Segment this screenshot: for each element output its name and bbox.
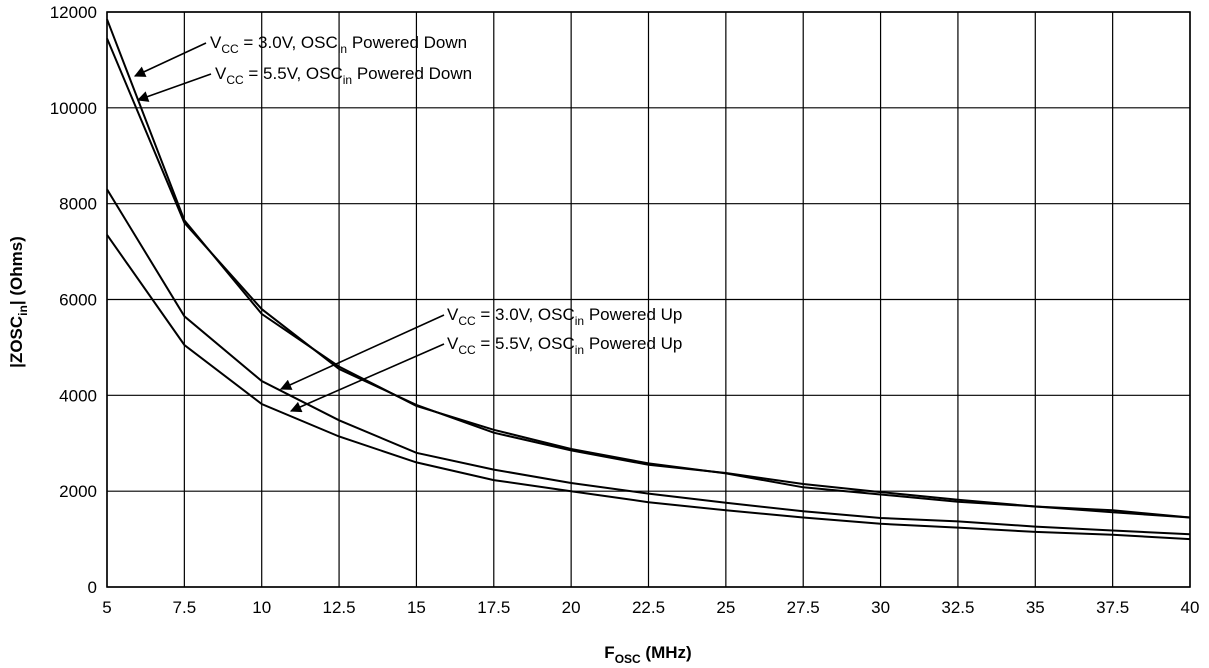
series-label-part: Powered Down (352, 64, 472, 83)
y-tick-label: 4000 (59, 386, 97, 405)
y-tick-label: 6000 (59, 291, 97, 310)
x-tick-label: 12.5 (323, 598, 356, 617)
annotation-arrow-1 (133, 42, 207, 77)
x-axis-title: FOSC (MHz) (604, 643, 691, 666)
series-label-part: V (210, 33, 222, 52)
series-label-part: in (338, 42, 347, 56)
x-tick-label: 10 (252, 598, 271, 617)
x-tick-label: 7.5 (173, 598, 197, 617)
series-lines (106, 18, 1191, 541)
annotation-arrow-4 (289, 343, 445, 413)
y-axis-title-sub: in (16, 305, 30, 316)
series-label-part: CC (458, 314, 476, 328)
x-tick-label: 35 (1026, 598, 1045, 617)
y-tick-label: 2000 (59, 482, 97, 501)
y-axis-title-main: |ZOSC (7, 316, 26, 368)
x-tick-label: 37.5 (1096, 598, 1129, 617)
series-label-part: Powered Up (584, 305, 682, 324)
x-axis-title-rest: (MHz) (641, 643, 692, 662)
x-tick-label: 30 (871, 598, 890, 617)
series-label-part: in (575, 343, 584, 357)
series-label-part: Powered Up (584, 334, 682, 353)
annotation-arrow-2 (136, 73, 212, 102)
x-tick-label: 15 (407, 598, 426, 617)
series-label-part: V (447, 334, 459, 353)
x-axis-title-sub: OSC (615, 652, 641, 666)
series-label-part: in (343, 73, 352, 87)
series-label-2: VCC = 5.5V, OSCin Powered Down (215, 64, 472, 87)
grid (106, 11, 1191, 588)
x-tick-label: 27.5 (787, 598, 820, 617)
series-label-part: = 5.5V, OSC (244, 64, 343, 83)
series-line-3 (106, 188, 1191, 536)
x-tick-label: 22.5 (632, 598, 665, 617)
x-tick-label: 17.5 (477, 598, 510, 617)
series-label-part: = 3.0V, OSC (476, 305, 575, 324)
series-label-part: CC (221, 42, 239, 56)
series-label-part: Powered Down (347, 33, 467, 52)
x-tick-label: 40 (1181, 598, 1200, 617)
annotation-arrow-3 (279, 314, 445, 390)
y-axis-title: |ZOSCin| (Ohms) (7, 236, 30, 368)
series-line-4 (106, 234, 1191, 541)
y-tick-label: 8000 (59, 195, 97, 214)
y-axis-title-rest: | (Ohms) (7, 236, 26, 305)
tick-labels: 5 7.5 10 12.5 15 17.5 20 22.5 25 27.5 30 32.5 35 37.5… (50, 3, 1200, 617)
x-tick-label: 25 (716, 598, 735, 617)
y-tick-label: 10000 (50, 99, 97, 118)
series-label-part: CC (226, 73, 244, 87)
x-tick-label: 5 (102, 598, 111, 617)
series-label-4: VCC = 5.5V, OSCin Powered Up (447, 334, 682, 357)
series-label-part: in (575, 314, 584, 328)
plot-frame (106, 11, 1191, 588)
x-tick-label: 32.5 (941, 598, 974, 617)
series-label-part: = 3.0V, OSC (239, 33, 338, 52)
series-label-part: CC (458, 343, 476, 357)
x-tick-label: 20 (562, 598, 581, 617)
series-line-2 (106, 38, 1191, 519)
series-label-3: VCC = 3.0V, OSCin Powered Up (447, 305, 682, 328)
x-axis-title-main: F (604, 643, 614, 662)
series-label-part: V (215, 64, 227, 83)
series-label-part: = 5.5V, OSC (476, 334, 575, 353)
series-label-1: VCC = 3.0V, OSCin Powered Down (210, 33, 467, 56)
y-tick-label: 12000 (50, 3, 97, 22)
y-tick-label: 0 (88, 578, 97, 597)
series-label-part: V (447, 305, 459, 324)
